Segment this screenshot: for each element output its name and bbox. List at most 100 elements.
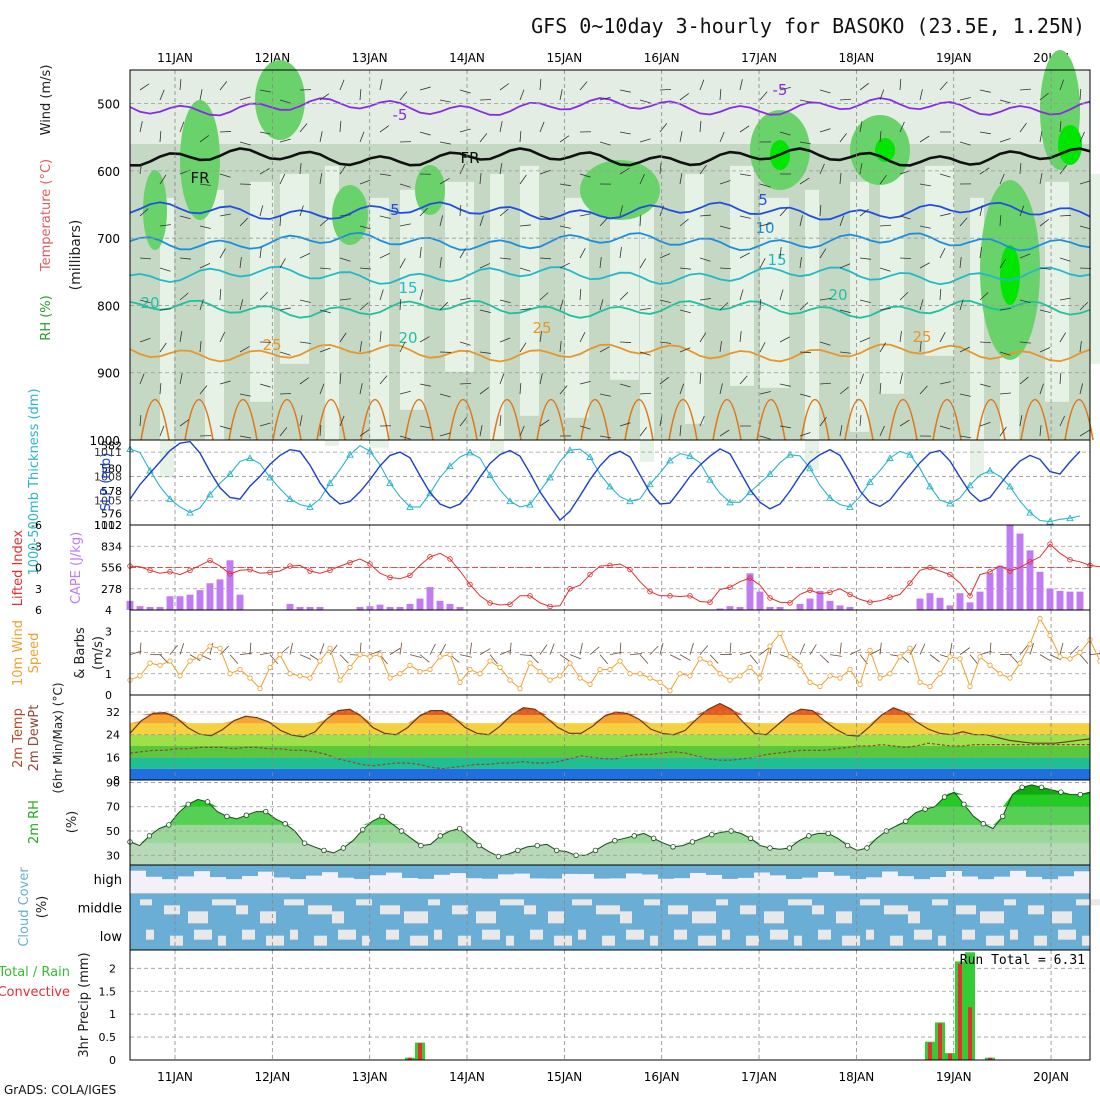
high-cloud-bar: [706, 865, 722, 875]
wind-barb: [739, 289, 744, 301]
wind-barb: [1019, 253, 1031, 259]
thickness-point: [1066, 514, 1074, 522]
warm-isotherm-loop: [624, 399, 654, 441]
wind-barb: [1059, 297, 1071, 301]
rh-point: [1058, 789, 1064, 795]
wind-barb: [299, 163, 302, 175]
wind-barb: [479, 215, 484, 227]
temp-axis-label: 2m Temp: [11, 708, 26, 768]
pressure-tick-label: 800: [97, 299, 120, 313]
cape-bar: [186, 594, 194, 610]
rh-dry-region: [565, 197, 589, 418]
wind-barb: [739, 375, 748, 385]
high-cloud-bar: [610, 865, 626, 879]
wind-barb: [679, 383, 685, 395]
wind-barb: [619, 131, 631, 135]
run-total-label: Run Total = 6.31: [960, 953, 1085, 968]
thickness-point: [226, 470, 234, 477]
wind-speed-point: [1067, 656, 1073, 662]
wind-barb: [419, 207, 428, 217]
wind-barb: [439, 257, 442, 269]
wind-speed-point: [977, 654, 983, 660]
wind-barb: [339, 164, 347, 175]
surface-wind-barb: [749, 654, 758, 665]
rh-tick-label: 90: [106, 776, 120, 789]
wind-barb: [1059, 121, 1062, 133]
wind-barb: [379, 289, 384, 301]
surface-wind-barb: [959, 647, 970, 655]
middle-cloud-gap: [164, 905, 180, 915]
lifted-index-point: [907, 580, 913, 586]
wind-barb: [479, 351, 491, 354]
warm-isotherm-loop: [536, 399, 566, 441]
wind-speed-point: [617, 658, 623, 664]
wind-barb: [959, 257, 962, 269]
thickness-point: [206, 490, 214, 498]
wind-speed-point: [807, 679, 813, 685]
wind-barb: [239, 96, 251, 101]
wind-speed-point: [767, 643, 773, 649]
wind-barb: [299, 252, 311, 259]
cape-bar: [936, 597, 944, 610]
wind-barb: [759, 435, 771, 440]
bottom-date-tick-label: 13JAN: [352, 1070, 388, 1084]
thickness-point: [806, 464, 814, 472]
temp-tick-label: 8: [113, 774, 120, 787]
isotherm-label: 25: [912, 328, 931, 346]
cape-bar: [156, 606, 164, 610]
wind-barb: [759, 391, 771, 395]
warm-isotherm-loop: [360, 399, 390, 441]
wind-speed-point: [877, 675, 883, 681]
surface-wind-barb: [459, 654, 472, 658]
wind-barb: [579, 81, 588, 91]
middle-cloud-gap: [404, 911, 428, 924]
wind-barb: [719, 341, 722, 353]
wind-speed-point: [347, 664, 353, 670]
surface-wind-barb: [1059, 642, 1064, 655]
surface-wind-barb: [519, 654, 532, 657]
wind-barb: [479, 173, 482, 185]
wind-barb: [1019, 415, 1023, 427]
wind-barb: [359, 89, 362, 101]
surface-wind-barb: [409, 654, 422, 658]
wind-barb: [139, 257, 151, 260]
wind-speed-point: [187, 658, 193, 664]
temperature-axis-label: Temperature (°C): [39, 159, 54, 272]
isotherm-line: [129, 97, 1091, 117]
cloud-cover-axis-label: Cloud Cover: [17, 867, 32, 947]
cape-bar: [926, 593, 934, 610]
lifted-index-point: [687, 593, 693, 599]
wind-speed-point: [837, 675, 843, 681]
high-cloud-bar: [370, 865, 386, 876]
wind-barb: [999, 138, 1011, 143]
wind-barb: [999, 215, 1002, 227]
high-cloud-bar: [210, 865, 226, 878]
wind10m-axis-label: 10m Wind: [11, 620, 26, 686]
wind-barb: [1039, 383, 1044, 395]
high-cloud-bar: [498, 865, 514, 875]
cape-bar: [316, 606, 324, 610]
wind-barb: [819, 89, 831, 94]
low-cloud-gap: [1010, 929, 1018, 940]
wind-barb: [519, 174, 527, 185]
thickness-point: [286, 494, 294, 502]
rh-point: [301, 840, 308, 846]
wind-barb: [959, 346, 970, 353]
surface-wind-barb: [849, 649, 861, 655]
wind-barb: [399, 298, 402, 311]
wind-barb: [199, 299, 204, 311]
low-cloud-gap: [506, 935, 514, 946]
thickness-point: [306, 502, 314, 510]
bottom-date-tick-label: 18JAN: [838, 1070, 874, 1084]
low-cloud-gap: [362, 935, 370, 946]
wind-barb: [619, 205, 623, 217]
wind-barb: [1079, 429, 1090, 437]
wind-speed-point: [467, 666, 473, 673]
wind-barb: [1059, 373, 1062, 385]
wind-barb: [459, 163, 466, 175]
wind-barb: [939, 332, 946, 343]
high-cloud-bar: [754, 865, 770, 873]
lifted-index-point: [207, 557, 213, 564]
lifted-index-point: [767, 595, 773, 601]
rh-point: [379, 813, 385, 820]
